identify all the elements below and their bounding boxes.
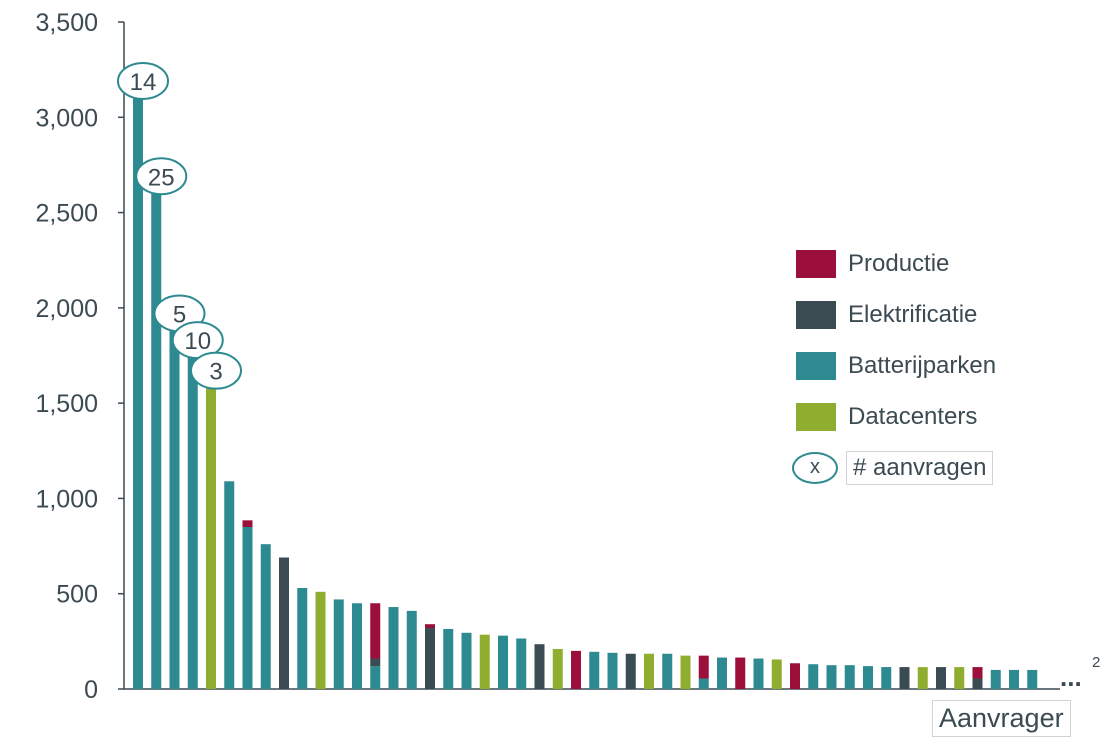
legend-bubble-symbol: x xyxy=(792,451,838,484)
count-bubble-label: 25 xyxy=(148,164,175,191)
bar-segment-datacenters xyxy=(680,655,691,689)
bar-segment-productie xyxy=(735,657,746,689)
bar-segment-productie xyxy=(571,650,581,689)
count-bubble-shape xyxy=(117,61,169,100)
bar-segment-batterijparken xyxy=(169,315,180,689)
bar-segment-productie xyxy=(242,520,253,528)
bar-segment-datacenters xyxy=(917,667,928,689)
count-bubble: 25 xyxy=(135,157,188,196)
legend-swatch-datacenters xyxy=(796,402,836,431)
bar-segment-batterijparken xyxy=(443,628,454,689)
bar-segment-datacenters xyxy=(206,372,216,689)
bar-segment-batterijparken xyxy=(863,666,873,689)
bar-segment-productie xyxy=(698,655,709,679)
count-bubble-shape xyxy=(190,351,242,390)
legend-item-elektrificatie: Elektrificatie xyxy=(796,289,996,340)
legend-bubble-label: # aanvragen xyxy=(846,450,994,485)
count-bubbles: 14 25 510 3 xyxy=(117,61,242,390)
bar-segment-datacenters xyxy=(644,653,654,689)
bar-segment-batterijparken xyxy=(406,610,417,689)
bar-segment-elektrificatie xyxy=(625,653,636,689)
legend-swatch-batterijparken xyxy=(796,351,836,380)
bar-segment-batterijparken xyxy=(498,635,508,689)
bar-segment-elektrificatie xyxy=(279,557,289,689)
bars-group xyxy=(133,82,1038,690)
legend-label: Productie xyxy=(848,249,950,277)
bar-segment-batterijparken xyxy=(388,607,399,689)
count-bubble: 10 xyxy=(171,321,224,360)
bar-segment-batterijparken xyxy=(133,82,143,690)
y-tick-label: 1,000 xyxy=(35,485,98,513)
bar-segment-productie xyxy=(425,624,435,629)
y-axis: 0 500 1,000 1,500 2,000 2,500 3,000 3,500 xyxy=(35,9,1060,704)
bar-segment-batterijparken xyxy=(516,638,527,689)
y-tick-label: 1,500 xyxy=(35,390,98,418)
y-tick-label: 500 xyxy=(56,581,98,609)
count-bubble-shape xyxy=(135,157,188,196)
bar-segment-elektrificatie xyxy=(534,644,545,689)
count-bubble-label: 3 xyxy=(209,359,222,386)
bar-segment-batterijparken xyxy=(698,678,709,689)
bar-segment-batterijparken xyxy=(990,669,1001,689)
legend-label: Elektrificatie xyxy=(848,300,978,328)
count-bubble-label: 5 xyxy=(173,301,186,328)
bar-segment-batterijparken xyxy=(333,599,344,689)
y-tick-label: 3,000 xyxy=(35,104,98,132)
bar-segment-batterijparken xyxy=(753,658,764,689)
bar-segment-datacenters xyxy=(479,634,490,689)
bar-segment-batterijparken xyxy=(844,665,855,689)
bar-segment-batterijparken xyxy=(370,666,381,689)
trailing-ellipsis: ... xyxy=(1060,662,1082,692)
bar-segment-batterijparken xyxy=(352,603,362,689)
bar-segment-batterijparken xyxy=(224,481,235,689)
y-tick-label: 0 xyxy=(84,676,98,704)
count-bubble-label: 14 xyxy=(130,69,157,96)
bar-segment-datacenters xyxy=(315,591,326,689)
bar-segment-batterijparken xyxy=(881,667,892,689)
bar-segment-batterijparken xyxy=(242,527,253,689)
bar-segment-datacenters xyxy=(954,667,965,689)
bar-segment-batterijparken xyxy=(662,653,673,689)
bar-segment-productie xyxy=(370,603,381,659)
legend-swatch-productie xyxy=(796,249,836,278)
bar-segment-elektrificatie xyxy=(936,667,946,689)
bar-segment-batterijparken xyxy=(808,664,819,689)
legend-item-datacenters: Datacenters xyxy=(796,391,996,442)
bar-segment-datacenters xyxy=(552,648,563,689)
bar-segment-batterijparken xyxy=(187,342,198,689)
count-bubble: 14 xyxy=(117,61,169,100)
bar-segment-batterijparken xyxy=(717,657,727,689)
bar-segment-batterijparken xyxy=(1009,669,1019,689)
count-bubble-label: 10 xyxy=(184,328,211,355)
bar-segment-batterijparken xyxy=(826,665,837,689)
bar-segment-batterijparken xyxy=(151,178,162,690)
legend-swatch-elektrificatie xyxy=(796,300,836,329)
bar-segment-batterijparken xyxy=(1027,669,1038,689)
legend-label: Batterijparken xyxy=(848,351,997,379)
bar-segment-batterijparken xyxy=(461,632,472,689)
bar-segment-elektrificatie xyxy=(370,658,381,667)
bar-segment-elektrificatie xyxy=(899,667,910,689)
bar-segment-elektrificatie xyxy=(972,678,983,689)
bar-segment-batterijparken xyxy=(589,651,600,689)
bar-segment-datacenters xyxy=(771,659,782,689)
y-tick-label: 2,000 xyxy=(35,295,98,323)
legend-item-batterijparken: Batterijparken xyxy=(796,340,996,391)
bar-segment-productie xyxy=(972,667,983,679)
y-tick-label: 2,500 xyxy=(35,200,98,228)
footnote-marker: 2 xyxy=(1092,654,1101,671)
legend: Productie Elektrificatie Batterijparken … xyxy=(792,238,996,493)
legend-label: Datacenters xyxy=(848,402,978,430)
count-bubble: 3 xyxy=(190,351,242,390)
bar-segment-batterijparken xyxy=(260,544,271,689)
bar-segment-batterijparken xyxy=(607,652,618,689)
legend-item-productie: Productie xyxy=(796,238,996,289)
legend-item-count: x # aanvragen xyxy=(792,442,996,493)
bar-segment-batterijparken xyxy=(297,587,308,689)
bar-segment-elektrificatie xyxy=(425,628,435,689)
bar-segment-productie xyxy=(790,663,800,689)
y-tick-label: 3,500 xyxy=(35,9,98,37)
x-axis-label: Aanvrager xyxy=(932,700,1071,737)
